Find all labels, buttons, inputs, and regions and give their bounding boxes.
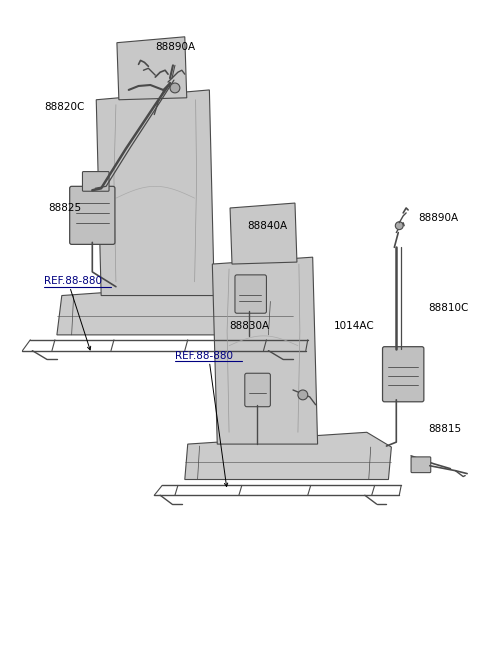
FancyBboxPatch shape — [235, 275, 266, 314]
Text: 88825: 88825 — [48, 203, 81, 213]
Circle shape — [298, 390, 308, 400]
FancyBboxPatch shape — [383, 346, 424, 401]
Text: 88890A: 88890A — [155, 41, 195, 52]
Polygon shape — [96, 90, 214, 296]
Circle shape — [396, 222, 403, 230]
Polygon shape — [212, 257, 318, 444]
Polygon shape — [57, 282, 293, 335]
FancyBboxPatch shape — [70, 186, 115, 245]
Text: 88815: 88815 — [428, 424, 461, 434]
Circle shape — [170, 83, 180, 93]
Text: 88840A: 88840A — [247, 220, 287, 231]
Polygon shape — [117, 37, 187, 100]
Text: REF.88-880: REF.88-880 — [175, 350, 233, 361]
Text: 88890A: 88890A — [418, 213, 458, 223]
Polygon shape — [185, 432, 391, 480]
Text: 88820C: 88820C — [44, 102, 84, 112]
FancyBboxPatch shape — [411, 457, 431, 472]
Text: 88830A: 88830A — [229, 321, 269, 331]
FancyBboxPatch shape — [83, 172, 109, 192]
Text: 1014AC: 1014AC — [333, 321, 374, 331]
Text: REF.88-880: REF.88-880 — [44, 276, 102, 286]
Text: 88810C: 88810C — [428, 303, 468, 314]
FancyBboxPatch shape — [245, 373, 270, 407]
Polygon shape — [230, 203, 297, 264]
